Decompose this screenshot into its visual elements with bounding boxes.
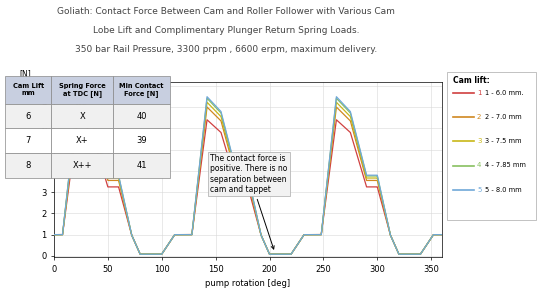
Text: Spring Force
at TDC [N]: Spring Force at TDC [N] <box>59 83 106 97</box>
Text: 40: 40 <box>136 112 147 121</box>
Text: X+: X+ <box>76 136 88 145</box>
Text: The contact force is
positive. There is no
separation between
cam and tappet: The contact force is positive. There is … <box>210 154 288 249</box>
Text: Goliath: Contact Force Between Cam and Roller Follower with Various Cam: Goliath: Contact Force Between Cam and R… <box>58 7 395 16</box>
Text: [N]: [N] <box>19 69 31 78</box>
Text: 1 - 6.0 mm.: 1 - 6.0 mm. <box>485 90 524 95</box>
Text: X++: X++ <box>72 161 92 170</box>
Text: x10²: x10² <box>19 91 33 96</box>
Text: 2: 2 <box>477 114 481 120</box>
Text: 4: 4 <box>477 162 481 168</box>
Text: 6: 6 <box>26 112 31 121</box>
Text: 8: 8 <box>26 161 31 170</box>
Text: 350 bar Rail Pressure, 3300 prpm , 6600 erpm, maximum delivery.: 350 bar Rail Pressure, 3300 prpm , 6600 … <box>75 45 377 54</box>
Text: 41: 41 <box>136 161 147 170</box>
Text: 39: 39 <box>136 136 147 145</box>
Text: 1: 1 <box>477 90 481 95</box>
Text: Cam Lift
mm: Cam Lift mm <box>13 83 44 96</box>
Text: 3 - 7.5 mm: 3 - 7.5 mm <box>485 138 522 144</box>
Text: 3: 3 <box>477 138 481 144</box>
Text: 5 - 8.0 mm: 5 - 8.0 mm <box>485 187 522 192</box>
Text: Lobe Lift and Complimentary Plunger Return Spring Loads.: Lobe Lift and Complimentary Plunger Retu… <box>93 26 360 35</box>
Text: X: X <box>79 112 85 121</box>
X-axis label: pump rotation [deg]: pump rotation [deg] <box>205 279 291 288</box>
Text: 5: 5 <box>477 187 481 192</box>
Text: 4 - 7.85 mm: 4 - 7.85 mm <box>485 162 526 168</box>
Text: 7: 7 <box>26 136 31 145</box>
Text: Cam lift:: Cam lift: <box>453 76 489 85</box>
Text: 2 - 7.0 mm: 2 - 7.0 mm <box>485 114 522 120</box>
Text: Min Contact
Force [N]: Min Contact Force [N] <box>119 83 164 97</box>
